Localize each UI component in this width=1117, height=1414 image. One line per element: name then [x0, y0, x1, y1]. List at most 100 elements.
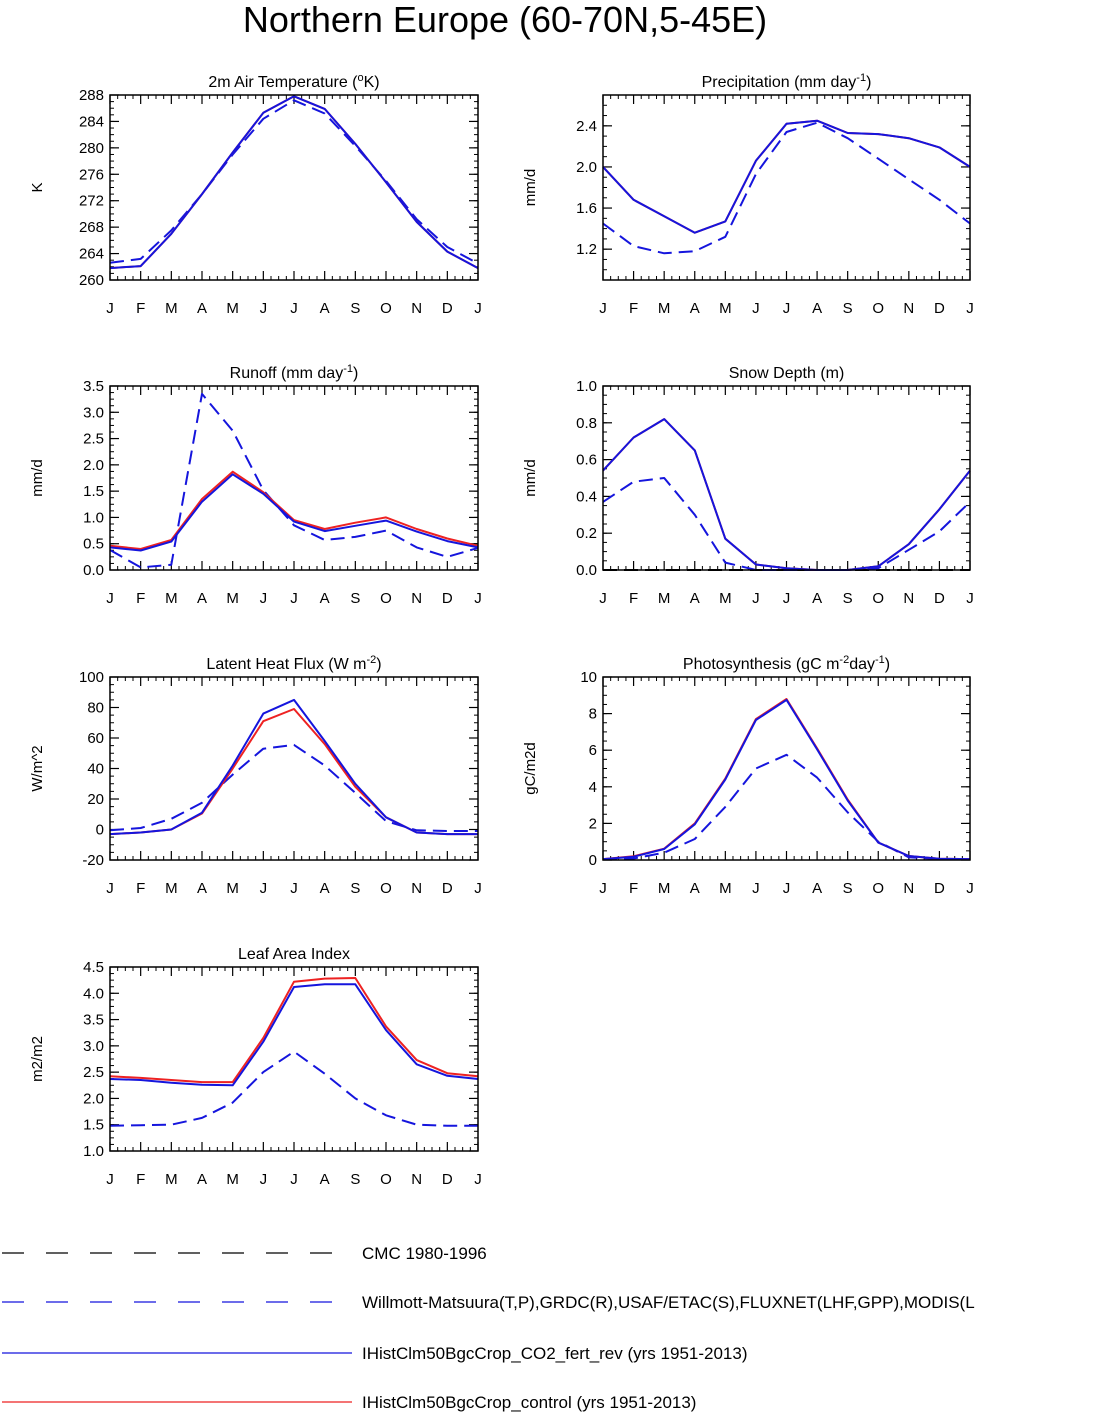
y-tick-label: 0	[589, 852, 597, 869]
chart-title: 2m Air Temperature (oK)	[208, 72, 379, 91]
x-tick-label: N	[903, 880, 914, 897]
y-tick-label: 0.5	[83, 536, 104, 553]
x-tick-label: F	[136, 300, 145, 317]
x-tick-label: N	[411, 880, 422, 897]
x-tick-label: J	[599, 590, 607, 607]
x-tick-label: J	[474, 1171, 482, 1188]
x-tick-label: M	[165, 300, 178, 317]
x-tick-label: N	[903, 590, 914, 607]
series-line-2	[109, 470, 479, 550]
chart-panel-3: Runoff (mm day-1)mm/dJ F M A M J J A S O N D J0.00.5…	[29, 363, 482, 607]
y-tick-label: 2.0	[576, 159, 597, 176]
series-line-1	[109, 392, 479, 569]
x-tick-label: D	[934, 300, 945, 317]
x-tick-label: A	[812, 300, 822, 317]
x-tick-label: D	[934, 880, 945, 897]
y-tick-label: 0.0	[83, 562, 104, 579]
y-tick-label: 1.5	[83, 1117, 104, 1134]
x-tick-label: D	[442, 1171, 453, 1188]
x-tick-label: F	[136, 590, 145, 607]
y-tick-label: 4.5	[83, 959, 104, 976]
x-tick-label: J	[599, 880, 607, 897]
y-tick-label: 2.5	[83, 431, 104, 448]
series-line-1	[109, 743, 478, 832]
y-axis-label: W/m^2	[29, 745, 46, 791]
series-line-3	[109, 473, 479, 552]
series-line-1	[602, 753, 970, 861]
plot-frame	[602, 385, 971, 571]
x-tick-label: J	[260, 300, 268, 317]
x-tick-label: J	[106, 590, 114, 607]
x-tick-label: J	[966, 300, 974, 317]
series-line-2	[602, 477, 971, 571]
y-tick-label: 0.8	[576, 415, 597, 432]
x-tick-label: A	[690, 300, 700, 317]
y-tick-label: 10	[580, 669, 597, 686]
x-tick-label: D	[442, 590, 453, 607]
y-tick-label: 276	[79, 166, 104, 183]
y-tick-label: 2	[589, 815, 597, 832]
x-tick-label: O	[380, 880, 392, 897]
plot-frame	[602, 676, 971, 861]
x-tick-label: M	[719, 300, 732, 317]
x-tick-label: J	[290, 1171, 298, 1188]
x-tick-label: A	[690, 880, 700, 897]
y-axis-label: mm/d	[522, 169, 539, 207]
x-tick-label: J	[106, 880, 114, 897]
y-tick-label: 40	[87, 761, 104, 778]
y-tick-label: 2.5	[83, 1064, 104, 1081]
legend-label-3: IHistClm50BgcCrop_CO2_fert_rev (yrs 1951…	[362, 1344, 748, 1363]
y-tick-label: 1.0	[576, 378, 597, 395]
legend-label-4: IHistClm50BgcCrop_control (yrs 1951-2013…	[362, 1393, 696, 1412]
series-line-2	[602, 698, 971, 861]
y-tick-label: 6	[589, 742, 597, 759]
y-tick-label: 3.5	[83, 1012, 104, 1029]
chart-title: Runoff (mm day-1)	[230, 363, 359, 382]
y-tick-label: 1.0	[83, 1143, 104, 1160]
x-tick-label: O	[380, 1171, 392, 1188]
x-tick-label: M	[165, 1171, 178, 1188]
series-line-3	[602, 698, 971, 861]
x-tick-label: J	[106, 1171, 114, 1188]
x-tick-label: A	[320, 1171, 330, 1188]
legend: CMC 1980-1996 Willmott-Matsuura(T,P),GRDC…	[2, 1244, 975, 1412]
x-tick-label: J	[106, 300, 114, 317]
y-tick-label: 100	[79, 669, 104, 686]
y-tick-label: 0.6	[576, 452, 597, 469]
x-tick-label: J	[752, 590, 760, 607]
chart-title: Snow Depth (m)	[729, 365, 845, 382]
x-tick-label: F	[136, 880, 145, 897]
x-tick-label: O	[872, 590, 884, 607]
y-tick-label: 8	[589, 706, 597, 723]
x-tick-label: J	[752, 300, 760, 317]
x-tick-label: M	[226, 300, 239, 317]
x-tick-label: F	[629, 880, 638, 897]
x-tick-label: J	[290, 880, 298, 897]
x-tick-label: S	[843, 300, 853, 317]
chart-title: Latent Heat Flux (W m-2)	[206, 654, 381, 673]
x-tick-label: J	[783, 300, 791, 317]
x-tick-label: N	[411, 300, 422, 317]
y-tick-label: 280	[79, 140, 104, 157]
y-tick-label: 288	[79, 87, 104, 104]
series-line-4	[602, 418, 971, 571]
y-tick-label: 1.2	[576, 241, 597, 258]
y-tick-label: 1.0	[83, 509, 104, 526]
x-tick-label: D	[442, 880, 453, 897]
y-tick-label: 2.0	[83, 457, 104, 474]
x-tick-label: F	[629, 590, 638, 607]
y-tick-label: 264	[79, 246, 104, 263]
series-line-2	[602, 119, 971, 234]
x-tick-label: M	[226, 1171, 239, 1188]
y-tick-label: 2.4	[576, 118, 597, 135]
legend-label-2: Willmott-Matsuura(T,P),GRDC(R),USAF/ETAC…	[362, 1293, 975, 1312]
x-tick-label: O	[380, 590, 392, 607]
x-tick-label: M	[658, 880, 671, 897]
x-tick-label: J	[783, 880, 791, 897]
x-tick-label: S	[843, 590, 853, 607]
x-tick-label: M	[226, 590, 239, 607]
series-line-3	[602, 119, 971, 234]
y-axis-label: mm/d	[522, 459, 539, 497]
